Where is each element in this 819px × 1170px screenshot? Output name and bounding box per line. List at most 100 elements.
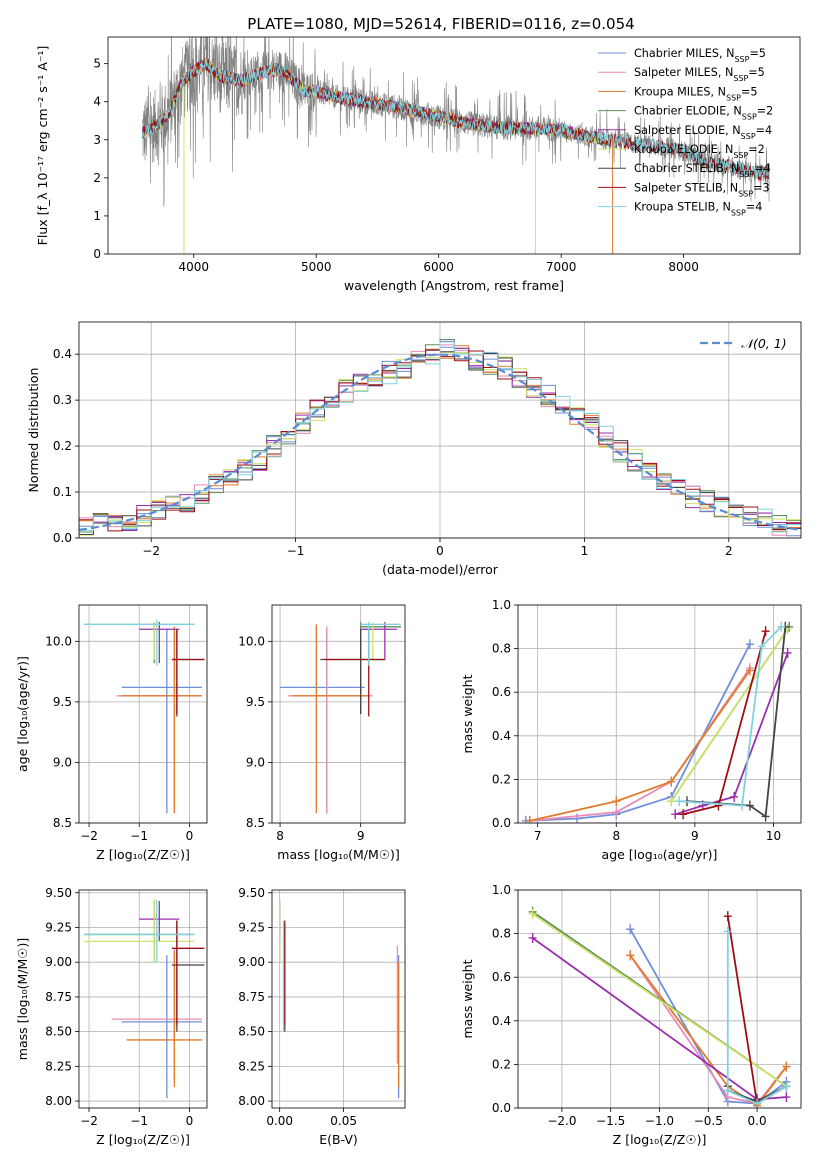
weight-marker [525, 815, 534, 823]
y-tick-label: 8.00 [45, 1094, 72, 1108]
y-tick-label: 10.0 [238, 634, 265, 648]
y-tick-label: 0.2 [492, 1057, 511, 1071]
plot-area [528, 906, 791, 1108]
x-tick-label: −2 [142, 544, 160, 558]
y-tick-label: 0.2 [492, 772, 511, 786]
weight-line [629, 928, 787, 1105]
y-tick-label: 8.75 [238, 990, 265, 1004]
y-tick-label: 4 [93, 95, 101, 109]
y-tick-label: 9.5 [53, 695, 72, 709]
x-tick-label: 0 [186, 829, 194, 843]
x-axis-label: (data-model)/error [382, 562, 499, 577]
y-tick-label: 9.00 [45, 955, 72, 969]
axes-frame [271, 889, 406, 1109]
x-tick-label: −1 [130, 829, 148, 843]
weight-marker [675, 796, 684, 807]
y-axis-label: Flux [f_λ 10⁻¹⁷ erg cm⁻² s⁻¹ A⁻¹] [35, 46, 50, 246]
x-tick-label: 0.00 [266, 1114, 293, 1128]
y-tick-label: 9.50 [45, 886, 72, 900]
weight-line [674, 652, 789, 816]
x-tick-label: 8 [276, 829, 284, 843]
weight-line [532, 913, 787, 1087]
panel-mass_vs_Z: −2 −1 0 8.00 8.25 8.50 8.75 9.00 9.25 9.50 Z [log₁… [15, 886, 208, 1147]
weight-marker [753, 1098, 762, 1108]
x-tick-label: 8 [612, 829, 620, 843]
y-tick-label: 5 [93, 57, 101, 71]
plot-area [141, 37, 770, 254]
weight-marker [761, 626, 770, 637]
axes-frame [517, 604, 802, 824]
y-tick-label: 2 [93, 171, 101, 185]
plot-area [521, 621, 794, 823]
weight-marker [612, 807, 621, 818]
weight-marker [714, 800, 723, 811]
y-tick-label: 0 [93, 247, 101, 261]
weight-marker [626, 950, 635, 961]
y-tick-label: 8.50 [238, 1025, 265, 1039]
x-tick-label: −2 [80, 829, 98, 843]
legend-label: Kroupa MILES, NSSP=5 [634, 85, 757, 102]
y-tick-label: 8.50 [45, 1025, 72, 1039]
y-tick-label: 9.0 [53, 755, 72, 769]
y-tick-label: 0.0 [53, 531, 72, 545]
x-tick-label: 0 [186, 1114, 194, 1128]
y-tick-label: 3 [93, 133, 101, 147]
y-tick-label: 1.0 [492, 883, 511, 897]
legend-label: Chabrier ELODIE, NSSP=2 [634, 105, 773, 122]
y-tick-label: 10.0 [45, 634, 72, 648]
weight-marker [745, 800, 754, 811]
weight-marker [667, 796, 676, 807]
weight-marker [757, 641, 766, 652]
weight-marker [723, 1085, 732, 1096]
y-axis-label: age [log₁₀(age/yr)] [15, 656, 30, 772]
weight-marker [782, 1092, 791, 1103]
plot-area [279, 901, 400, 1099]
x-tick-label: −0.5 [694, 1114, 723, 1128]
x-tick-label: 4000 [178, 260, 209, 274]
legend-label: 𝒩(0, 1) [741, 336, 787, 351]
plot-area [280, 621, 401, 814]
x-axis-label: E(B-V) [319, 1132, 358, 1147]
weight-marker [745, 665, 754, 676]
panel-spectrum: 4000 5000 6000 7000 8000 0 1 2 3 4 5 wavelength [An… [35, 36, 801, 293]
y-tick-label: 0.8 [492, 927, 511, 941]
weight-marker [783, 647, 792, 658]
weight-line [529, 669, 751, 822]
x-tick-label: −1 [287, 544, 305, 558]
y-tick-label: 0.4 [53, 347, 72, 361]
weight-marker [782, 1061, 791, 1072]
legend-label: Salpeter MILES, NSSP=5 [634, 66, 765, 83]
y-axis-label: Normed distribution [26, 368, 41, 493]
x-tick-label: 7000 [546, 260, 577, 274]
x-axis-label: mass [log₁₀(M/M☉)] [277, 847, 399, 862]
plot-area [84, 899, 205, 1099]
y-tick-label: 9.50 [238, 886, 265, 900]
y-tick-label: 1.0 [492, 598, 511, 612]
weight-marker [745, 639, 754, 650]
axes-frame [517, 889, 802, 1109]
y-tick-label: 9.0 [246, 755, 265, 769]
model-spectrum [141, 57, 770, 180]
y-tick-label: 1 [93, 209, 101, 223]
y-tick-label: 0.6 [492, 685, 511, 699]
y-tick-label: 0.0 [492, 1101, 511, 1115]
legend-label: Kroupa ELODIE, NSSP=2 [634, 143, 765, 160]
y-tick-label: 0.4 [492, 1014, 511, 1028]
x-tick-label: −2 [80, 1114, 98, 1128]
legend-label: Chabrier STELIB, NSSP=4 [634, 162, 771, 179]
x-axis-label: Z [log₁₀(Z/Z☉)] [96, 1132, 190, 1147]
weight-marker [667, 776, 676, 787]
weight-line [529, 667, 751, 822]
weight-marker [612, 796, 621, 807]
y-tick-label: 8.5 [53, 816, 72, 830]
y-tick-label: 0.3 [53, 393, 72, 407]
y-tick-label: 8.25 [238, 1059, 265, 1073]
x-tick-label: −1.5 [596, 1114, 625, 1128]
x-tick-label: 1 [581, 544, 589, 558]
weight-marker [738, 800, 747, 811]
axes-frame [78, 889, 208, 1109]
x-axis-label: wavelength [Angstrom, rest frame] [344, 278, 564, 293]
x-tick-label: 0.05 [330, 1114, 357, 1128]
y-tick-label: 8.5 [246, 816, 265, 830]
